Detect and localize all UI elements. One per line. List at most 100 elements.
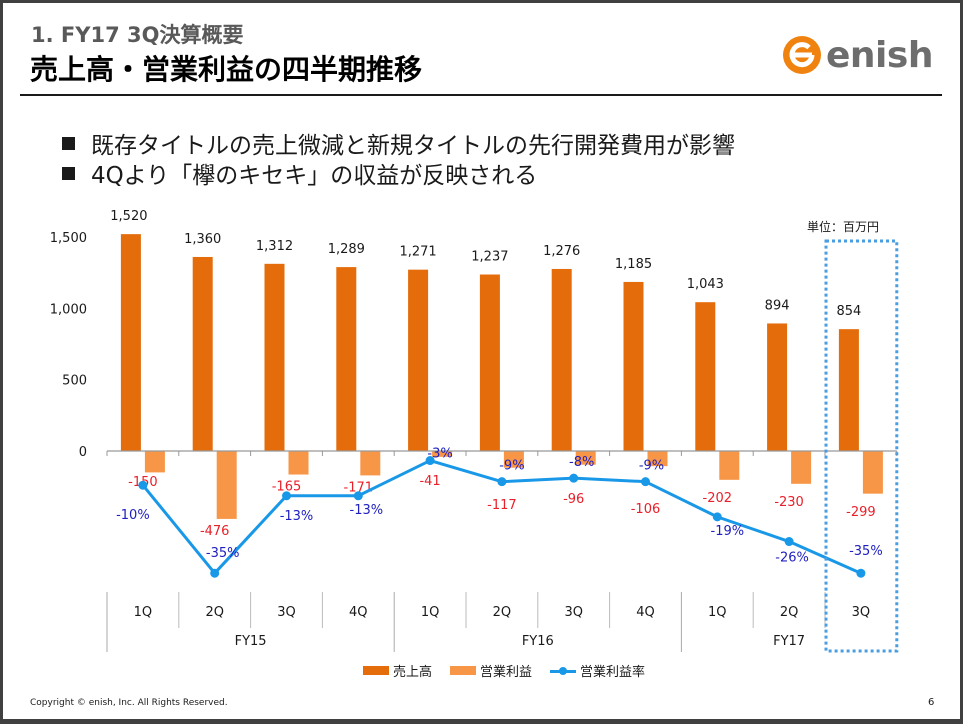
operating-profit-bar (432, 451, 453, 457)
quarter-label: 3Q (852, 605, 871, 620)
operating-margin-point (784, 537, 794, 547)
legend-item-revenue: 売上高 (363, 661, 432, 680)
operating-profit-data-label: -230 (774, 495, 804, 510)
quarter-label: 4Q (349, 605, 368, 620)
operating-margin-data-label: -13% (280, 509, 314, 524)
legend-swatch-revenue (363, 666, 389, 675)
square-bullet-icon (62, 166, 75, 180)
bullet-text: 既存タイトルの売上微減と新規タイトルの先行開発費用が影響 (91, 133, 735, 159)
operating-profit-bar (360, 451, 381, 476)
revenue-data-label: 1,289 (328, 242, 365, 257)
operating-profit-bar (144, 451, 165, 473)
revenue-bar (479, 274, 500, 451)
operating-margin-data-label: -19% (711, 524, 745, 539)
quarter-label: 1Q (421, 605, 440, 620)
revenue-bar (551, 268, 572, 451)
quarter-label: 2Q (205, 605, 224, 620)
section-subtitle: 1. FY17 3Q決算概要 (31, 23, 244, 47)
bullet-item: 4Qより「欅のキセキ」の収益が反映される (62, 158, 735, 189)
quarter-label: 3Q (564, 605, 583, 620)
revenue-bar (767, 323, 788, 451)
bullet-item: 既存タイトルの売上微減と新規タイトルの先行開発費用が影響 (62, 128, 735, 159)
fiscal-year-label: FY16 (522, 634, 554, 649)
fiscal-year-label: FY17 (773, 634, 805, 649)
y-tick-label: 500 (62, 374, 87, 389)
operating-margin-point (569, 473, 579, 483)
quarter-label: 2Q (493, 605, 512, 620)
revenue-data-label: 1,360 (184, 232, 221, 247)
operating-margin-point (138, 480, 148, 490)
revenue-bar (264, 263, 285, 451)
page-title: 売上高・営業利益の四半期推移 (30, 53, 423, 86)
revenue-data-label: 1,271 (399, 245, 436, 260)
operating-profit-data-label: -41 (419, 474, 440, 489)
operating-margin-point (353, 491, 363, 501)
operating-margin-data-label: -8% (569, 455, 594, 470)
bullet-text: 4Qより「欅のキセキ」の収益が反映される (91, 163, 538, 189)
operating-margin-data-label: -35% (849, 544, 883, 559)
revenue-data-label: 1,185 (615, 257, 652, 272)
revenue-data-label: 854 (836, 304, 861, 319)
operating-margin-point (282, 491, 291, 501)
fiscal-year-label: FY15 (235, 634, 267, 649)
operating-profit-data-label: -165 (272, 480, 302, 495)
operating-profit-bar (862, 451, 883, 494)
operating-margin-data-label: -9% (499, 459, 524, 474)
operating-margin-point (712, 512, 722, 522)
operating-profit-bar (503, 451, 524, 468)
operating-profit-bar (647, 451, 668, 467)
operating-profit-data-label: -117 (487, 498, 517, 513)
operating-profit-data-label: -202 (703, 491, 733, 506)
operating-margin-point (856, 568, 866, 578)
operating-margin-data-label: -35% (206, 546, 240, 561)
revenue-data-label: 1,276 (543, 244, 580, 259)
unit-label: 単位：百万円 (807, 220, 880, 234)
operating-profit-data-label: -96 (563, 492, 584, 507)
latest-quarter-highlight-box (824, 239, 899, 653)
y-tick-label: 1,000 (50, 302, 87, 317)
operating-profit-data-label: -476 (200, 524, 230, 539)
title-divider (20, 94, 942, 96)
revenue-bar (838, 329, 859, 451)
operating-margin-point (641, 477, 650, 487)
operating-margin-data-label: -13% (350, 503, 384, 518)
revenue-data-label: 894 (765, 298, 790, 313)
square-bullet-icon (62, 136, 75, 150)
revenue-bar (408, 269, 429, 451)
chart-legend: 売上高 営業利益 営業利益率 (363, 661, 663, 680)
revenue-bar (695, 302, 716, 451)
bullet-list: 既存タイトルの売上微減と新規タイトルの先行開発費用が影響 4Qより「欅のキセキ」… (62, 128, 735, 189)
revenue-data-label: 1,237 (471, 250, 508, 265)
operating-profit-data-label: -299 (846, 505, 876, 520)
operating-margin-data-label: -9% (639, 459, 664, 474)
quarter-label: 1Q (708, 605, 727, 620)
legend-label: 営業利益 (480, 665, 533, 680)
revenue-bar (192, 256, 213, 451)
operating-margin-data-label: -3% (427, 447, 452, 462)
enish-logo-icon (783, 36, 821, 74)
operating-margin-data-label: -26% (775, 551, 809, 566)
logo-wordmark: enish (826, 34, 933, 76)
operating-margin-point (425, 456, 435, 466)
legend-label: 営業利益率 (580, 665, 646, 680)
y-tick-label: 1,500 (50, 231, 87, 246)
enish-logo: enish (782, 33, 933, 77)
revenue-data-label: 1,312 (256, 239, 293, 254)
quarter-label: 4Q (636, 605, 655, 620)
legend-swatch-operating-profit (450, 666, 477, 675)
y-tick-label: 0 (79, 445, 87, 460)
operating-profit-bar (575, 451, 596, 465)
legend-item-operating-profit: 営業利益 (450, 661, 532, 680)
legend-swatch-margin-line (550, 666, 577, 676)
operating-profit-bar (216, 451, 237, 519)
revenue-bar (120, 234, 141, 451)
revenue-data-label: 1,043 (687, 277, 724, 292)
revenue-data-label: 1,520 (110, 209, 147, 224)
quarter-label: 3Q (277, 605, 296, 620)
legend-label: 売上高 (393, 665, 433, 680)
operating-profit-bar (791, 451, 812, 484)
revenue-bar (623, 281, 644, 451)
operating-margin-point (497, 477, 507, 487)
quarter-label: 2Q (780, 605, 799, 620)
